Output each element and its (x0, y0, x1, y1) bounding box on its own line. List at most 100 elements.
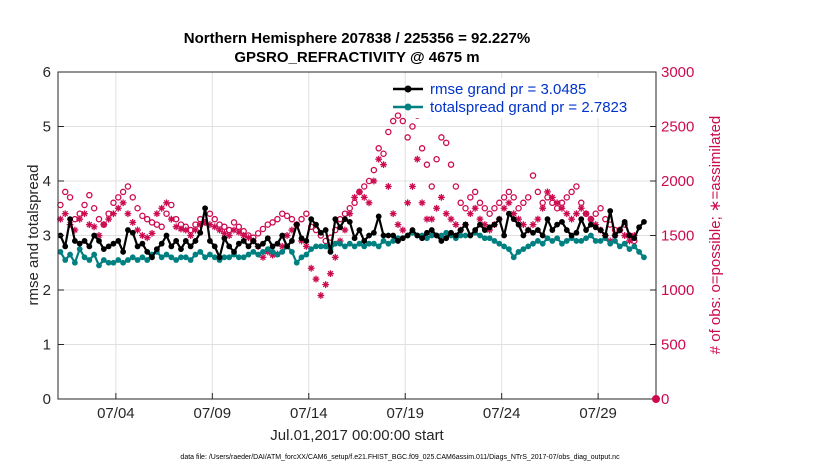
totalspread-point (462, 232, 469, 239)
totalspread-point (539, 240, 546, 247)
totalspread-point (322, 243, 329, 250)
rmse-point (250, 238, 257, 244)
obs-possible-point (61, 188, 69, 196)
rmse-point (125, 227, 131, 233)
obs-assimilated-stroke (583, 210, 589, 217)
x-tick-label: 07/29 (579, 405, 617, 422)
rmse-point (221, 235, 228, 242)
x-axis-label: Jul.01,2017 00:00:00 start (270, 427, 444, 444)
obs-assimilated-stroke (399, 227, 406, 233)
obs-assimilated-point (259, 253, 267, 261)
rmse-point (568, 232, 575, 239)
obs-assimilated-stroke (120, 199, 126, 206)
rmse-point (81, 238, 88, 244)
rmse-point (385, 232, 392, 239)
obs-assimilated-stroke (187, 232, 194, 239)
obs-assimilated-stroke (578, 205, 585, 212)
obs-possible-point (139, 212, 146, 220)
obs-assimilated-stroke (621, 232, 628, 239)
obs-assimilated-stroke (115, 205, 122, 212)
obs-assimilated-point (568, 215, 576, 223)
obs-possible-point (211, 215, 218, 223)
rmse-point (443, 235, 450, 242)
rmse-point (616, 227, 623, 233)
obs-assimilated-stroke (419, 199, 425, 206)
totalspread-point (501, 243, 507, 250)
obs-assimilated-stroke (390, 210, 397, 217)
rmse-point (332, 216, 339, 223)
totalspread-point (129, 254, 136, 261)
obs-possible-point (380, 150, 387, 157)
obs-assimilated-point (409, 183, 416, 190)
obs-assimilated-point (163, 199, 170, 207)
obs-possible-point (462, 204, 469, 212)
rmse-point (144, 248, 151, 255)
obs-possible-point (467, 194, 474, 201)
rmse-point (168, 243, 175, 250)
obs-assimilated-point (114, 204, 122, 212)
obs-assimilated-point (365, 199, 373, 207)
obs-assimilated-point (548, 193, 556, 201)
obs-assimilated-point (587, 215, 595, 223)
obs-assimilated-point (235, 228, 243, 236)
totalspread-point (260, 248, 266, 255)
rmse-point (231, 248, 237, 255)
totalspread-point (573, 238, 580, 244)
totalspread-point (308, 246, 315, 253)
left-tick-label: 1 (43, 337, 51, 354)
obs-possible-point (206, 210, 214, 217)
obs-assimilated-stroke (520, 221, 527, 228)
obs-assimilated-point (100, 221, 108, 228)
obs-assimilated-point (322, 281, 330, 288)
obs-assimilated-stroke (178, 226, 184, 232)
x-tick-label: 07/24 (483, 405, 521, 422)
totalspread-point (592, 238, 599, 244)
obs-assimilated-stroke (313, 276, 319, 282)
obs-possible-point (476, 199, 484, 207)
rmse-point (467, 232, 474, 239)
obs-assimilated-stroke (346, 210, 353, 217)
obs-assimilated-stroke (260, 254, 266, 261)
obs-possible-point (351, 199, 358, 207)
obs-possible-point (254, 230, 262, 237)
obs-assimilated-stroke (158, 205, 165, 212)
obs-possible-point (221, 223, 228, 231)
obs-assimilated-point (471, 204, 479, 212)
obs-possible-point (385, 128, 392, 136)
obs-assimilated-stroke (144, 234, 151, 241)
rmse-point (255, 243, 262, 250)
rmse-point (563, 227, 570, 233)
totalspread-point (337, 240, 344, 247)
totalspread-point (626, 246, 633, 253)
obs-assimilated-stroke (453, 221, 459, 228)
obs-assimilated-stroke (626, 238, 633, 244)
obs-possible-point (491, 204, 498, 212)
obs-possible-point (409, 123, 416, 130)
rmse-point (86, 243, 93, 250)
obs-assimilated-stroke (477, 216, 483, 222)
obs-assimilated-point (360, 193, 368, 201)
legend-label-rmse: rmse grand pr = 3.0485 (430, 81, 586, 98)
rmse-point (530, 229, 536, 236)
totalspread-point (115, 257, 122, 263)
rmse-point (404, 232, 411, 239)
obs-assimilated-point (245, 234, 252, 242)
obs-assimilated-point (192, 226, 199, 234)
obs-possible-point (259, 225, 267, 233)
obs-assimilated-point (356, 188, 363, 196)
rmse-point (525, 227, 532, 233)
totalspread-point (616, 243, 623, 250)
obs-assimilated-stroke (530, 221, 536, 228)
rmse-point (216, 254, 223, 261)
totalspread-point (192, 251, 199, 258)
obs-possible-point (573, 183, 580, 190)
obs-assimilated-point (331, 253, 339, 261)
totalspread-point (240, 254, 247, 261)
right-tick-label: 500 (661, 337, 686, 354)
obs-assimilated-stroke (134, 227, 141, 233)
rmse-point (308, 216, 315, 223)
obs-possible-point (288, 215, 296, 223)
obs-possible-point (433, 155, 440, 163)
obs-assimilated-point (380, 161, 387, 169)
rmse-point (187, 243, 194, 250)
